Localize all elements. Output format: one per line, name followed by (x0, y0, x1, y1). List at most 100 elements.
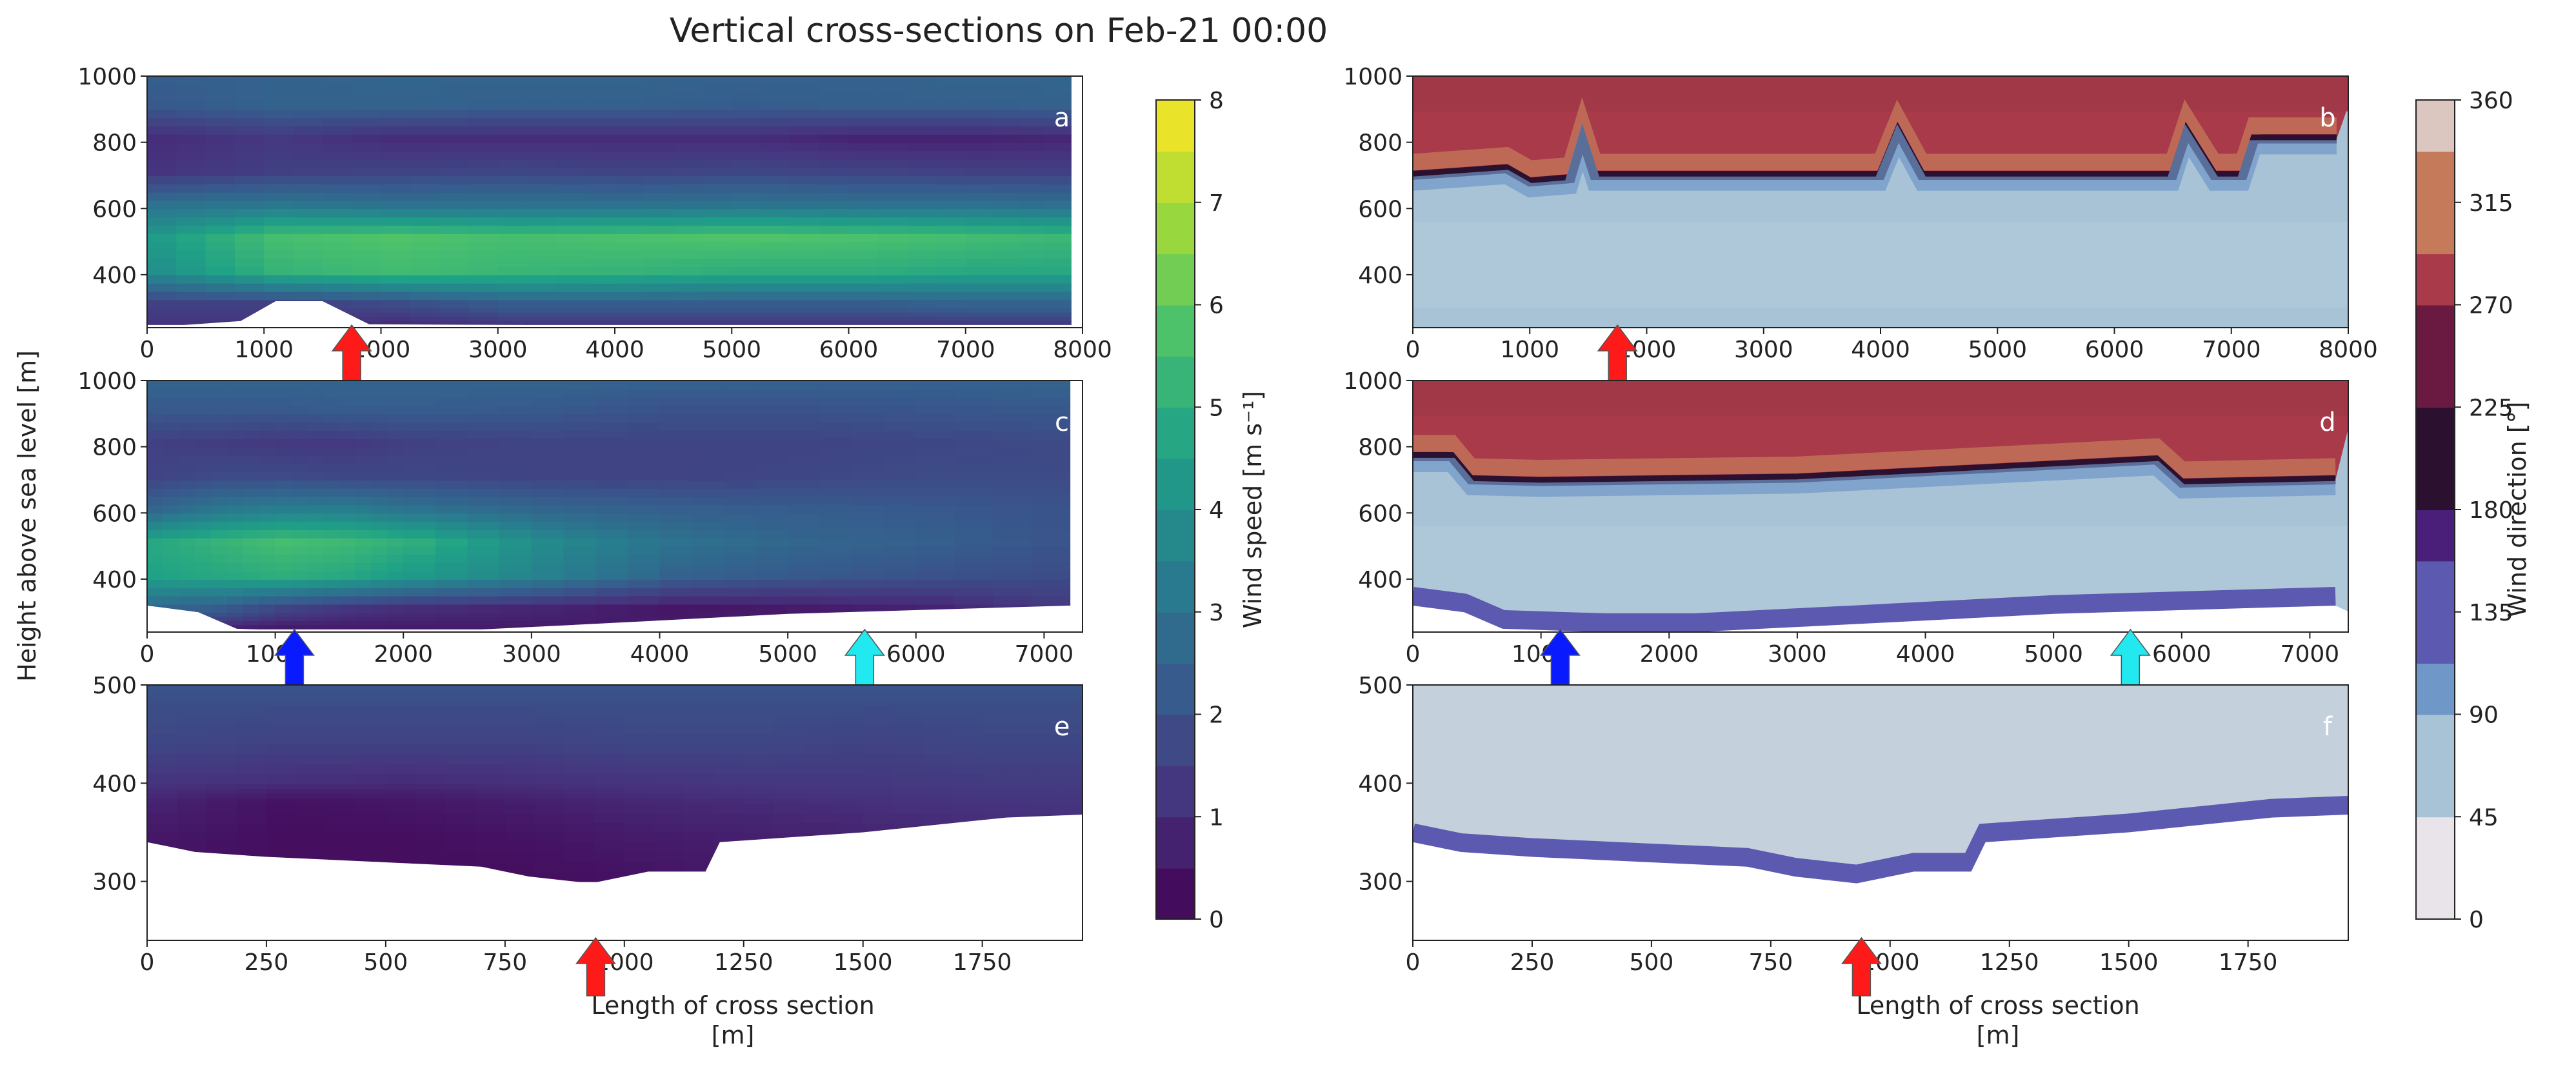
speed-cell (1044, 266, 1072, 275)
speed-cell (819, 562, 853, 572)
speed-cell (654, 773, 685, 784)
speed-cell (1007, 763, 1033, 775)
speed-cell (531, 595, 564, 605)
speed-cell (355, 521, 372, 530)
speed-cell (323, 554, 340, 564)
speed-cell (206, 699, 237, 706)
x-tick-label: 7000 (2202, 337, 2261, 363)
speed-cell (339, 438, 356, 448)
speed-cell (790, 92, 821, 102)
speed-cell (892, 695, 924, 700)
speed-cell (659, 413, 693, 423)
speed-cell (1044, 308, 1072, 313)
speed-cell (352, 134, 382, 143)
x-tick-label: 2000 (1639, 641, 1699, 668)
speed-cell (293, 117, 323, 126)
speed-cell (773, 788, 804, 794)
speed-cell (163, 381, 180, 390)
speed-cell (1018, 258, 1046, 268)
speed-cell (595, 422, 628, 431)
speed-cell (877, 308, 908, 313)
speed-cell (952, 699, 983, 706)
speed-cell (788, 463, 821, 473)
speed-cell (907, 250, 937, 259)
speed-cell (585, 266, 615, 275)
speed-cell (243, 579, 260, 588)
speed-cell (585, 258, 615, 268)
speed-cell (234, 117, 265, 126)
speed-cell (435, 479, 468, 489)
speed-cell (761, 134, 791, 143)
speed-cell (179, 455, 196, 464)
speed-cell (352, 101, 382, 110)
speed-cell (468, 159, 499, 168)
speed-cell (852, 496, 885, 506)
speed-cell (176, 312, 206, 317)
speed-cell (673, 224, 703, 234)
speed-cell (147, 200, 177, 210)
speed-cell (992, 562, 1032, 572)
speed-cell (848, 233, 879, 243)
speed-cell (884, 479, 917, 489)
speed-cell (615, 200, 645, 210)
speed-cell (504, 783, 536, 789)
speed-cell (527, 76, 557, 85)
y-tick-label: 500 (1358, 673, 1403, 699)
speed-cell (1018, 84, 1046, 94)
speed-cell (195, 471, 212, 481)
speed-cell (243, 537, 260, 547)
speed-cell (323, 381, 340, 390)
speed-cell (595, 455, 628, 464)
speed-cell (195, 554, 212, 564)
panel-frame (1412, 380, 2349, 633)
speed-cell (211, 612, 228, 617)
speed-cell (848, 159, 879, 168)
speed-cell (982, 714, 1008, 725)
speed-cell (381, 175, 411, 184)
speed-cell (1018, 101, 1046, 110)
speed-cell (410, 109, 441, 119)
speed-cell (595, 537, 628, 547)
terrain (147, 815, 1083, 940)
speed-cell (743, 724, 774, 735)
speed-cell (439, 134, 470, 143)
marker-arrow-cyan (844, 628, 885, 688)
speed-cell (714, 685, 744, 691)
speed-cell (702, 142, 733, 152)
speed-cell (467, 405, 501, 415)
speed-cell (594, 699, 625, 706)
speed-cell (499, 537, 532, 547)
speed-cell (803, 763, 834, 775)
x-tick-label: 7000 (2281, 641, 2340, 668)
speed-cell (803, 714, 834, 725)
speed-cell (467, 488, 501, 497)
speed-cell (439, 217, 470, 226)
marker-arrow-red (1597, 324, 1638, 384)
speed-cell (293, 250, 323, 259)
speed-cell (723, 438, 757, 448)
speed-cell (615, 134, 645, 143)
speed-cell (732, 200, 762, 210)
speed-cell (702, 241, 733, 251)
y-tick-label: 1000 (77, 368, 137, 395)
speed-cell (467, 529, 501, 539)
speed-cell (291, 455, 308, 464)
speed-cell (595, 479, 628, 489)
speed-cell (755, 479, 789, 489)
speed-cell (147, 175, 177, 184)
speed-cell (877, 208, 908, 218)
speed-cell (264, 167, 294, 176)
speed-cell (352, 167, 382, 176)
speed-cell (176, 291, 206, 301)
speed-cell (177, 695, 208, 700)
speed-cell (499, 616, 532, 622)
speed-cell (355, 788, 386, 794)
speed-cell (1032, 802, 1059, 813)
speed-cell (291, 624, 308, 629)
speed-cell (163, 488, 180, 497)
speed-cell (732, 316, 762, 321)
speed-cell (936, 142, 966, 152)
speed-cell (892, 783, 924, 789)
speed-cell (992, 125, 1019, 135)
speed-cell (790, 183, 821, 193)
